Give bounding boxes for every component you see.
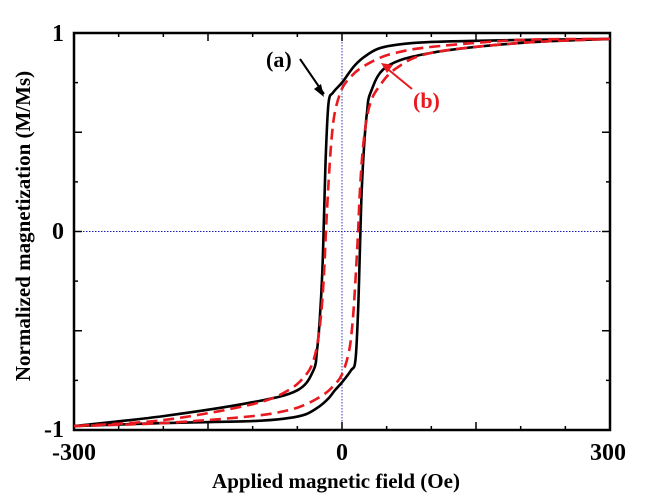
y-axis-ticks [74,32,610,431]
annotation-a-arrowhead [314,84,324,97]
x-tick-label-max: 300 [590,440,626,466]
x-tick-label-zero: 0 [336,440,348,466]
series-b-descending-branch [73,37,611,428]
x-axis-ticks [73,33,611,430]
x-tick-label-min: -300 [52,440,96,466]
x-axis-label: Applied magnetic field (Oe) [212,469,460,493]
annotation-b-label: (b) [413,88,440,113]
annotation-b-arrowhead [381,63,393,73]
y-tick-label-min: -1 [44,417,64,443]
y-tick-label-max: 1 [52,21,64,47]
series-b-ascending-branch [73,37,611,428]
y-axis-label: Normalized magnetization (M/Ms) [11,71,35,381]
y-tick-label-zero: 0 [52,219,64,245]
series-a-descending-branch [73,37,611,428]
annotation-a-label: (a) [266,47,292,72]
